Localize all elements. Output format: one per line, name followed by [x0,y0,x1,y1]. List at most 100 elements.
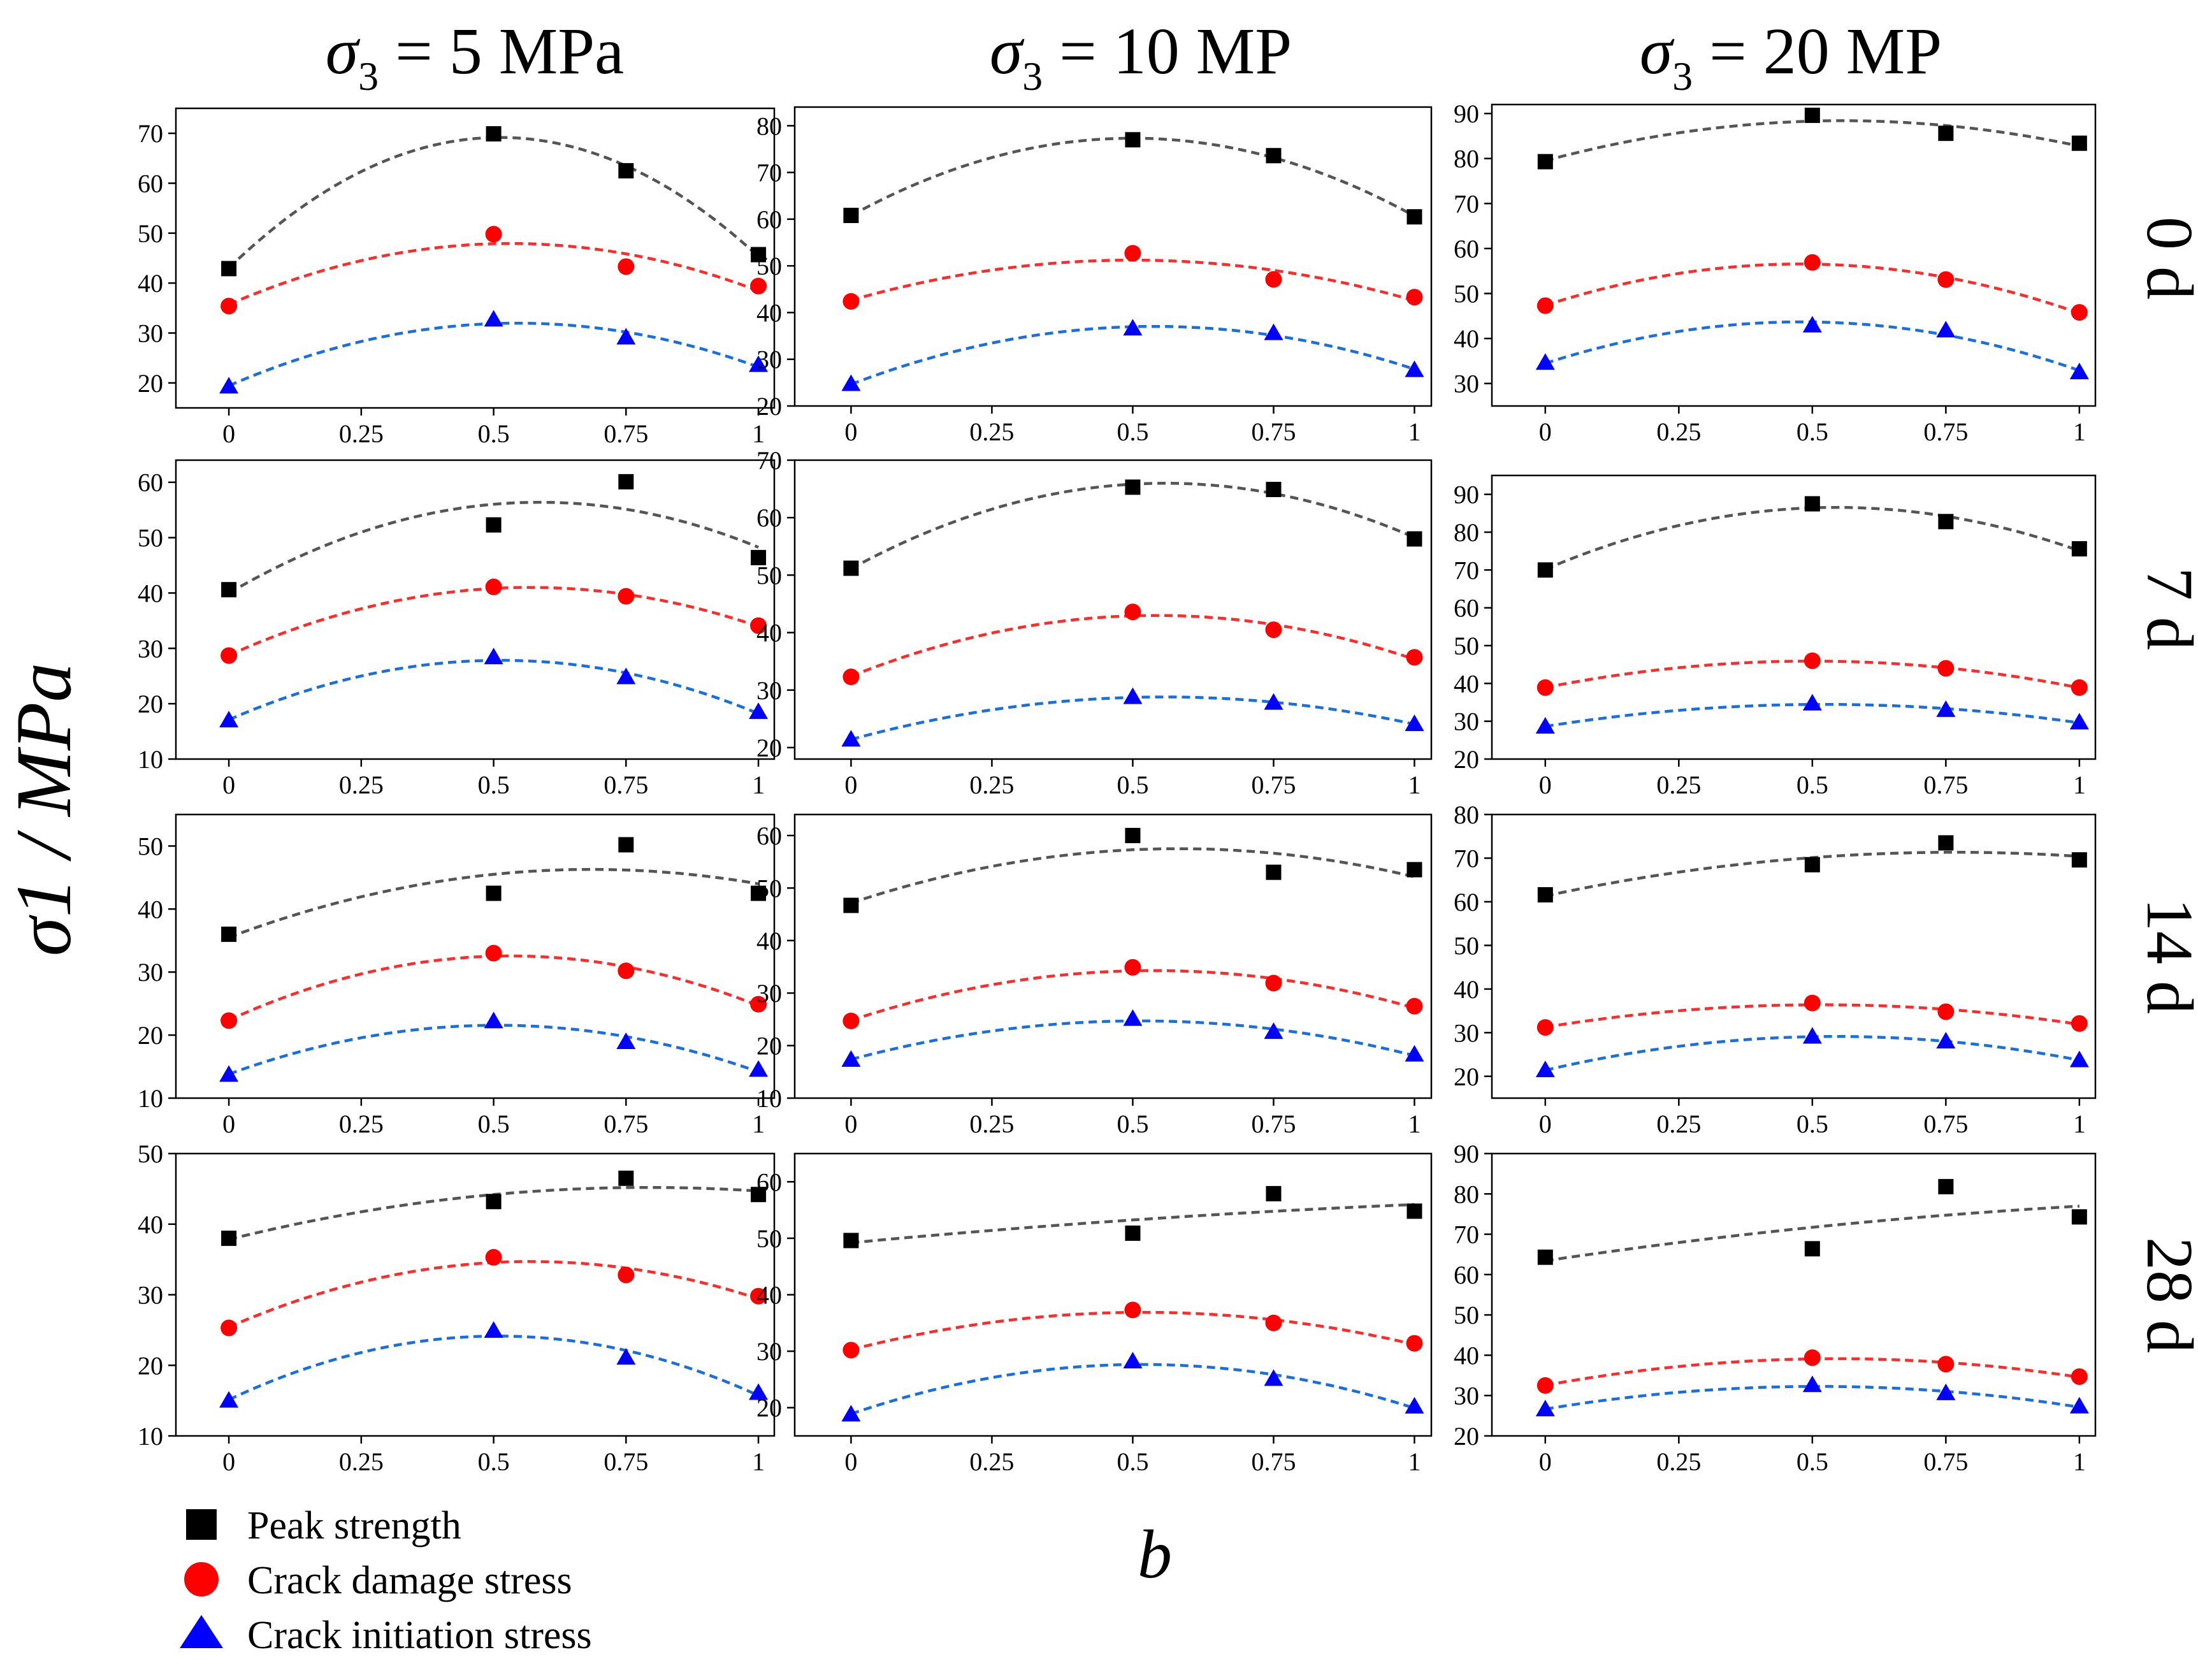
damage-fit-line [850,614,1415,678]
peak-point [618,1170,634,1186]
damage-point [1536,1019,1554,1036]
y-tick-label: 40 [756,619,782,648]
initiation-point [1535,716,1555,734]
initiation-point [1535,1400,1555,1417]
panel-0d-col2: 30 40 50 60 70 80 90 0 0.25 0.5 0.75 1 [1454,99,2097,446]
peak-point [1266,1185,1282,1201]
initiation-point [1123,1352,1143,1369]
damage-fit-line [228,954,759,1022]
x-tick-label: 0 [222,771,235,799]
legend: Peak strength Crack damage stress Crack in… [180,1504,592,1657]
x-tick-label: 1 [1408,417,1421,446]
x-tick-label: 0.75 [1923,771,1968,799]
peak-point [1804,496,1820,512]
x-tick-label: 1 [2073,1447,2086,1476]
peak-point [486,1194,502,1210]
panel-frame [793,106,1433,407]
initiation-point [1802,1375,1822,1393]
y-tick-label: 40 [138,895,163,923]
panel-0d-col1: 20 30 40 50 60 70 80 0 0.25 0.5 0.75 1 [756,106,1433,446]
peak-point [618,837,634,853]
x-tick-label: 0.25 [969,1110,1014,1138]
panel-7d-col0: 10 20 30 40 50 60 0 0.25 0.5 0.75 1 [138,459,776,799]
column-title-symbol: σ [990,15,1025,88]
initiation-point [616,1032,636,1049]
column-title-symbol: σ [326,15,361,88]
initiation-point [1936,1032,1956,1048]
x-tick-label: 0.25 [339,1110,384,1138]
panel-frame [1491,103,2097,407]
y-tick-label: 50 [756,1224,782,1253]
panel-7d-col1: 20 30 40 50 60 70 0 0.25 0.5 0.75 1 [756,446,1433,799]
y-tick-label: 30 [1454,1018,1479,1047]
damage-point [1265,974,1282,992]
legend-square-icon [186,1509,217,1540]
x-tick-label: 0.5 [1797,771,1828,799]
row-label: 0 d [2133,217,2198,300]
peak-point [1406,531,1422,547]
x-tick-label: 1 [1408,1110,1421,1138]
initiation-point [1802,1027,1822,1044]
x-tick-label: 0.25 [339,1447,384,1476]
initiation-fit-line [850,1363,1415,1416]
peak-fit-line [850,136,1415,217]
damage-fit-line [228,242,759,306]
damage-point [1937,271,1955,288]
damage-point [221,1012,238,1029]
peak-point [2071,1209,2087,1225]
peak-point [1125,827,1141,843]
damage-point [2071,1015,2088,1032]
initiation-point [2069,1396,2089,1414]
peak-point [1266,481,1282,497]
peak-point [2071,135,2087,151]
y-axis-label: σ1 / MPa [0,663,87,957]
x-tick-label: 0.75 [604,1110,648,1138]
y-tick-label: 50 [1454,632,1479,660]
x-axis-label: b [1138,1517,1172,1593]
x-tick-label: 1 [2073,771,2086,799]
x-tick-label: 1 [752,1110,765,1138]
x-tick-label: 1 [1408,771,1421,799]
peak-point [221,1230,237,1246]
y-tick-label: 70 [756,159,782,187]
y-tick-label: 40 [756,927,782,955]
panel-14d-col1: 10 20 30 40 50 60 0 0.25 0.5 0.75 1 [756,813,1433,1138]
damage-point [221,647,238,664]
x-tick-label: 0.75 [604,419,648,448]
y-tick-label: 10 [138,1422,163,1451]
initiation-point [841,1050,861,1067]
x-tick-label: 0.5 [1117,1447,1148,1476]
peak-point [1804,857,1820,873]
damage-point [618,588,635,605]
peak-fit-line [1545,119,2080,163]
y-tick-label: 60 [756,822,782,850]
x-tick-label: 0 [1539,417,1552,446]
x-tick-label: 0.75 [1251,1447,1296,1476]
damage-point [485,578,502,595]
panel-frame [1491,474,2097,760]
damage-point [221,298,238,315]
peak-point [221,261,237,277]
initiation-point [841,730,861,747]
y-tick-label: 30 [1454,370,1479,398]
legend-label: Crack damage stress [247,1559,572,1602]
peak-fit-line [850,847,1415,904]
y-tick-label: 20 [756,392,782,421]
damage-point [1124,1301,1141,1319]
initiation-point [749,1383,769,1400]
y-tick-label: 50 [1454,931,1479,960]
y-tick-label: 20 [138,690,163,718]
x-tick-label: 0.75 [1251,771,1296,799]
y-tick-label: 80 [1454,145,1479,173]
initiation-point [2069,713,2089,730]
peak-fit-line [851,1203,1415,1245]
column-title-subscript: 3 [1022,54,1043,99]
x-tick-label: 0.5 [478,1110,510,1138]
peak-point [1938,126,1954,141]
y-tick-label: 80 [1454,518,1479,547]
initiation-point [616,1348,636,1365]
damage-point [750,1287,767,1305]
peak-fit-line [1544,505,2080,571]
x-tick-label: 0 [844,1110,857,1138]
